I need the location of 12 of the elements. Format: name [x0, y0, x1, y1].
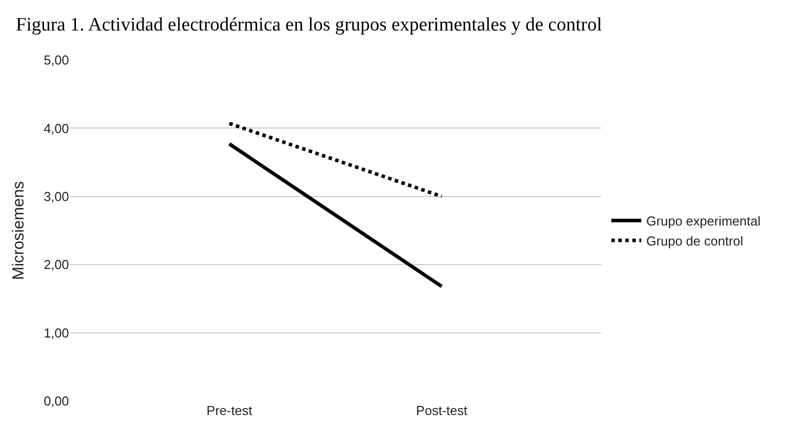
y-tick-label: 3,00: [44, 188, 69, 204]
y-axis-title: Microsiemens: [10, 181, 28, 280]
x-tick-label: Pre-test: [206, 403, 252, 418]
legend-label: Grupo de control: [646, 233, 744, 248]
y-tick-label: 1,00: [44, 325, 69, 340]
y-tick-label: 5,00: [44, 52, 69, 68]
y-tick-label: 2,00: [44, 257, 69, 272]
legend-label: Grupo experimental: [646, 214, 761, 229]
x-tick-label: Post-test: [416, 403, 468, 418]
chart-title: Figura 1. Actividad electrodérmica en los grupos experimentales y de control: [16, 14, 602, 36]
y-tick-label: 4,00: [44, 120, 69, 136]
y-tick-label: 0,00: [44, 394, 69, 409]
